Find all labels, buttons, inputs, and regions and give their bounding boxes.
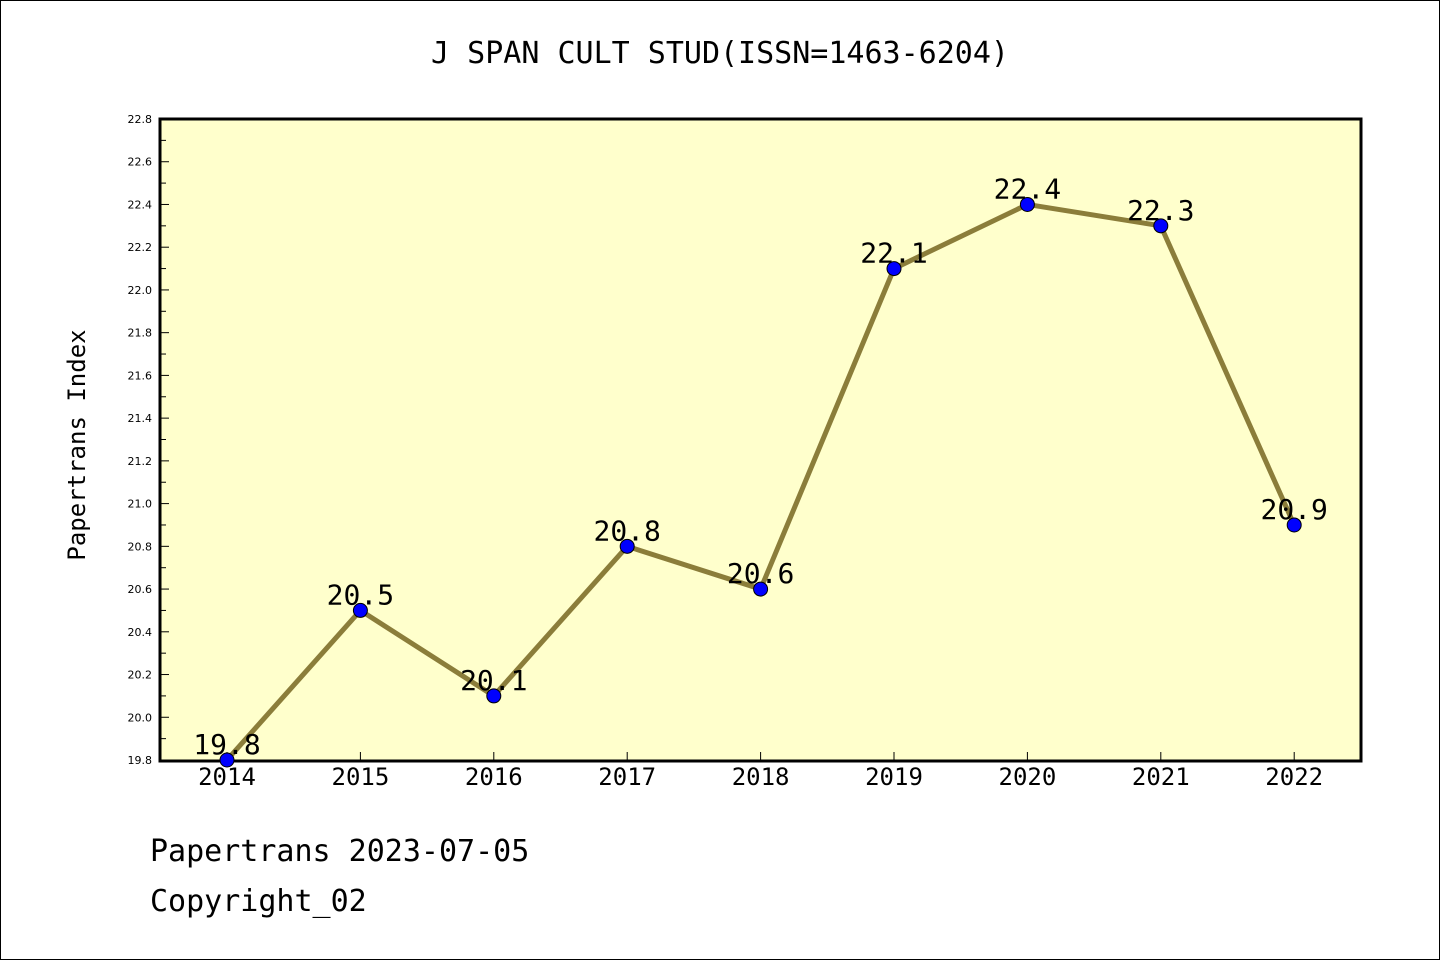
y-tick-label: 20.8 [128,540,153,553]
y-tick-label: 22.4 [128,198,153,211]
data-point [753,581,769,597]
data-labels: 19.8 20.5 20.1 20.8 20.6 22.1 22.4 22.3 20.9 [193,172,1328,761]
y-axis: 19.8 20.0 20.2 20.4 20.6 20.8 21.0 21.2 21.4 21.6… [128,113,169,767]
data-point [352,602,368,618]
x-tick-label: 2020 [999,763,1057,791]
y-tick-label: 20.0 [128,711,153,724]
data-point [1286,517,1302,533]
y-tick-label: 19.8 [128,754,153,767]
data-label: 22.4 [994,172,1061,205]
data-label: 20.8 [593,514,660,547]
data-point [486,688,502,704]
x-axis: 2014 2015 2016 2017 2018 2019 2020 2021 2022 [198,752,1323,791]
data-point [886,261,902,277]
data-label: 20.9 [1260,493,1327,526]
y-tick-label: 21.6 [128,369,153,382]
y-tick-label: 20.6 [128,583,153,596]
footer-copyright: Copyright_02 [150,884,367,919]
data-point [619,538,635,554]
x-tick-label: 2021 [1132,763,1190,791]
y-tick-label: 22.6 [128,156,153,169]
data-label: 19.8 [193,728,260,761]
data-point [1153,218,1169,234]
chart-title: J SPAN CULT STUD(ISSN=1463-6204) [431,36,1009,71]
x-tick-label: 2019 [865,763,923,791]
y-axis-label: Papertrans Index [63,329,91,560]
footer-source: Papertrans 2023-07-05 [150,834,530,869]
x-tick-label: 2015 [332,763,390,791]
data-label: 22.3 [1127,194,1194,227]
y-tick-label: 21.2 [128,455,153,468]
data-markers [219,196,1302,768]
y-tick-label: 21.0 [128,498,153,511]
data-label: 20.5 [327,578,394,611]
y-tick-label: 20.2 [128,669,153,682]
y-tick-label: 22.8 [128,113,153,126]
y-tick-label: 20.4 [128,626,153,639]
y-tick-label: 21.4 [128,412,153,425]
y-tick-label: 21.8 [128,327,153,340]
y-tick-label: 22.0 [128,284,153,297]
data-label: 20.6 [727,557,794,590]
data-label: 20.1 [460,664,527,697]
data-point [219,752,235,768]
data-point [1019,196,1035,212]
y-tick-label: 22.2 [128,241,153,254]
x-tick-label: 2017 [598,763,656,791]
x-tick-label: 2016 [465,763,523,791]
x-tick-label: 2014 [198,763,256,791]
x-tick-label: 2018 [732,763,790,791]
data-label: 22.1 [860,237,927,270]
x-tick-label: 2022 [1265,763,1323,791]
